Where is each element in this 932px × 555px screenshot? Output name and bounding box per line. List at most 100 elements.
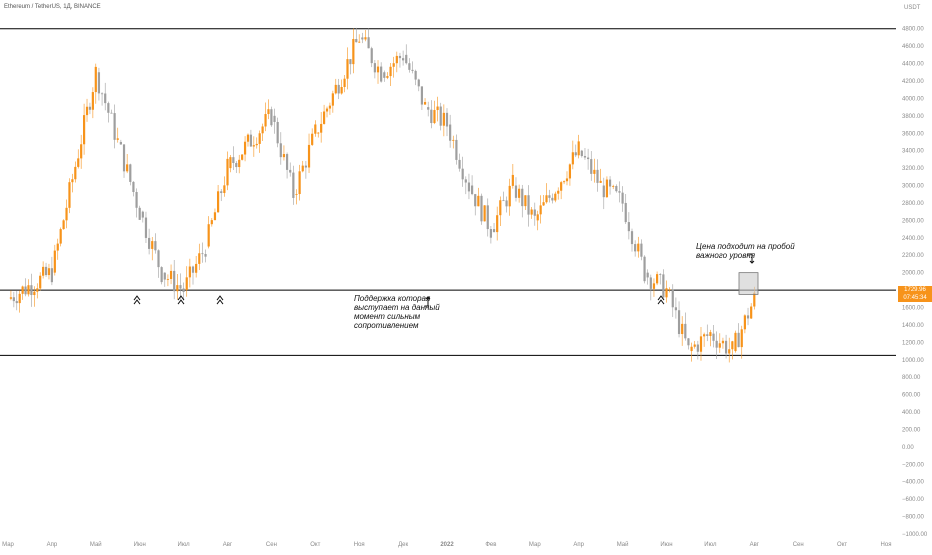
candle-body	[166, 278, 170, 280]
candle-body	[27, 285, 30, 295]
y-tick-label: −400.00	[902, 480, 925, 486]
candle-body	[706, 334, 709, 337]
candle-body	[545, 195, 548, 203]
candle-body	[743, 315, 746, 330]
candle-body	[226, 158, 229, 186]
candle-body	[671, 289, 674, 308]
candle-body	[593, 169, 596, 174]
candle-body	[367, 37, 370, 49]
candle-body	[590, 159, 593, 174]
y-tick-label: 3800.00	[902, 114, 924, 120]
candle-body	[511, 174, 514, 186]
candle-body	[684, 323, 687, 339]
y-tick-label: −600.00	[902, 497, 925, 503]
candle-body	[195, 263, 198, 273]
candle-body	[116, 138, 119, 140]
candle-body	[62, 220, 65, 230]
x-tick-label: Июл	[178, 542, 191, 548]
candle-body	[470, 185, 474, 195]
candle-body	[536, 214, 539, 221]
x-tick-label: Июн	[660, 542, 672, 548]
candle-body	[627, 222, 630, 232]
candle-body	[135, 192, 138, 208]
candle-body	[191, 266, 195, 273]
candle-body	[100, 93, 104, 95]
candle-body	[618, 191, 621, 193]
breakout-highlight-box[interactable]	[738, 272, 759, 295]
y-tick-label: 3000.00	[902, 184, 924, 190]
candle-body	[349, 59, 352, 65]
candle-body	[731, 341, 734, 350]
candle-body	[514, 185, 518, 198]
candle-body	[126, 164, 129, 172]
double-chevron-up-icon	[216, 295, 224, 305]
candle-body	[185, 277, 188, 291]
candle-body	[718, 343, 721, 348]
x-tick-label: 2022	[440, 542, 454, 548]
candle-body	[132, 181, 135, 193]
candle-body	[574, 152, 577, 156]
candle-body	[33, 291, 36, 296]
candle-body	[141, 211, 144, 218]
candle-body	[599, 180, 602, 183]
x-tick-label: Авг	[750, 542, 760, 548]
candle-body	[580, 150, 583, 157]
candle-body	[408, 63, 411, 70]
candle-body	[243, 141, 247, 155]
candle-body	[455, 139, 458, 160]
candle-body	[258, 133, 261, 144]
candle-body	[551, 197, 554, 201]
candle-body	[68, 182, 71, 208]
x-tick-label: Июн	[134, 542, 146, 548]
candle-body	[630, 231, 634, 245]
candle-body	[30, 285, 33, 296]
candle-body	[292, 172, 295, 198]
candle-body	[182, 288, 185, 292]
y-tick-label: 1400.00	[902, 323, 924, 329]
x-tick-label: Мар	[529, 542, 541, 548]
candle-body	[154, 241, 157, 251]
candle-body	[94, 66, 97, 93]
candle-body	[304, 165, 307, 168]
candle-body	[311, 133, 314, 145]
candle-body	[282, 154, 286, 158]
candle-body	[464, 179, 467, 183]
candle-body	[577, 141, 580, 156]
candle-body	[696, 344, 699, 352]
y-tick-label: 2600.00	[902, 218, 924, 224]
double-chevron-up-icon	[657, 295, 665, 305]
candle-body	[681, 323, 684, 335]
candle-body	[77, 158, 80, 167]
candle-body	[188, 266, 191, 278]
candle-body	[249, 134, 253, 147]
y-tick-label: 1000.00	[902, 358, 924, 364]
candle-body	[612, 185, 615, 187]
candle-body	[24, 286, 27, 295]
candle-body	[542, 202, 545, 206]
candle-body	[110, 112, 113, 114]
candle-body	[560, 182, 563, 191]
y-tick-label: −800.00	[902, 515, 925, 521]
candle-body	[420, 86, 424, 105]
candle-body	[458, 159, 461, 169]
candle-body	[163, 272, 166, 280]
candle-body	[740, 329, 743, 348]
candle-body	[483, 205, 486, 222]
candle-body	[223, 185, 226, 194]
candle-body	[85, 106, 89, 116]
candle-body	[449, 124, 452, 141]
x-tick-label: Май	[90, 541, 102, 548]
arrow-down-icon	[747, 253, 755, 264]
y-tick-label: 4400.00	[902, 62, 924, 68]
candle-body	[255, 143, 258, 146]
candle-body	[505, 200, 508, 207]
y-tick-label: 2000.00	[902, 271, 924, 277]
candle-body	[687, 338, 690, 346]
candle-body	[220, 191, 223, 194]
candle-body	[608, 179, 612, 187]
candle-body	[724, 340, 728, 354]
y-tick-label: −1000.00	[902, 532, 928, 538]
candle-body	[270, 109, 273, 126]
